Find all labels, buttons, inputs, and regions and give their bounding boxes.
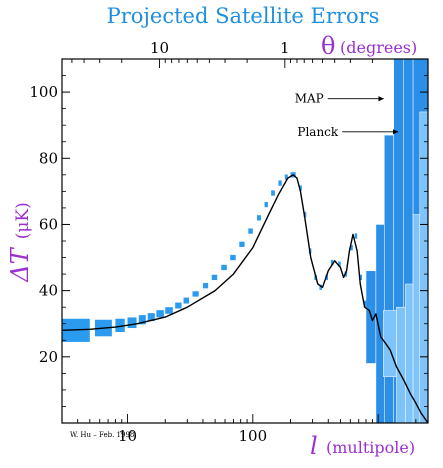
error-box-20 [278,180,282,186]
error-box-9 [183,297,190,304]
map-band-2 [384,134,394,423]
x-axis-unit: (multipole) [326,438,415,457]
theta-symbol: θ [321,32,335,60]
error-box-28 [325,274,328,281]
error-box-19 [271,190,275,196]
error-box-31 [344,271,348,277]
error-box-29 [330,259,334,266]
error-box-6 [156,310,164,318]
error-box-33 [354,233,358,239]
annotation-label-0: MAP [295,92,324,106]
error-box-2 [115,318,125,332]
theory-curve [62,174,428,423]
theory-curve-group [62,174,428,423]
error-box-3 [127,317,137,329]
error-box-12 [211,274,218,281]
axis-ticks: 20 40 60 80 100 10 100 10 1 [29,39,428,445]
y-axis-label: ΔT (μK) [6,202,34,282]
error-box-18 [264,201,268,208]
map-band-1 [375,224,385,423]
credit-text: W. Hu – Feb. 1998 [70,431,134,439]
annotations: MAP Planck [295,92,399,139]
error-box-5 [147,313,155,322]
theta-unit: (degrees) [340,38,417,57]
instrument-bands [365,59,428,423]
error-box-11 [202,283,209,289]
y-tick-label: 20 [39,348,58,366]
error-box-10 [192,291,199,297]
error-box-34 [359,274,362,281]
error-box-24 [303,211,307,218]
error-box-14 [230,254,236,261]
y-tick-label: 80 [39,149,58,167]
x-tick-label: 10 [118,427,137,445]
error-box-4 [138,315,146,325]
error-box-23 [299,185,302,191]
x-tick-label: 100 [239,427,268,445]
error-box-8 [175,302,182,309]
error-box-16 [248,228,253,234]
error-boxes [62,172,372,342]
error-box-27 [319,284,322,290]
x-axis-symbol: l [310,432,318,460]
error-box-15 [239,241,245,247]
plot-frame [61,58,429,424]
x-axis-label: l (multipole) [310,432,415,460]
top-tick-label: 10 [150,39,169,57]
error-box-21 [284,174,288,180]
error-box-30 [338,261,341,267]
annotation-label-1: Planck [297,125,339,139]
chart-title: Projected Satellite Errors [107,4,380,28]
error-box-35 [363,300,367,308]
y-tick-label: 100 [29,83,58,101]
planck-band-3 [412,214,421,423]
error-box-32 [350,244,353,251]
error-box-7 [165,307,173,314]
planck-band-2 [405,283,414,423]
y-tick-label: 60 [39,215,58,233]
y-axis-symbol: ΔT [6,246,34,282]
error-box-13 [221,264,227,271]
error-box-17 [257,215,261,221]
top-tick-label: 1 [280,39,290,57]
top-axis-label: θ (degrees) [321,32,417,60]
planck-band-1 [396,306,406,423]
svg-text:ΔT (μK): ΔT (μK) [6,202,34,282]
y-axis-unit: (μK) [13,202,33,239]
y-tick-label: 40 [39,282,58,300]
